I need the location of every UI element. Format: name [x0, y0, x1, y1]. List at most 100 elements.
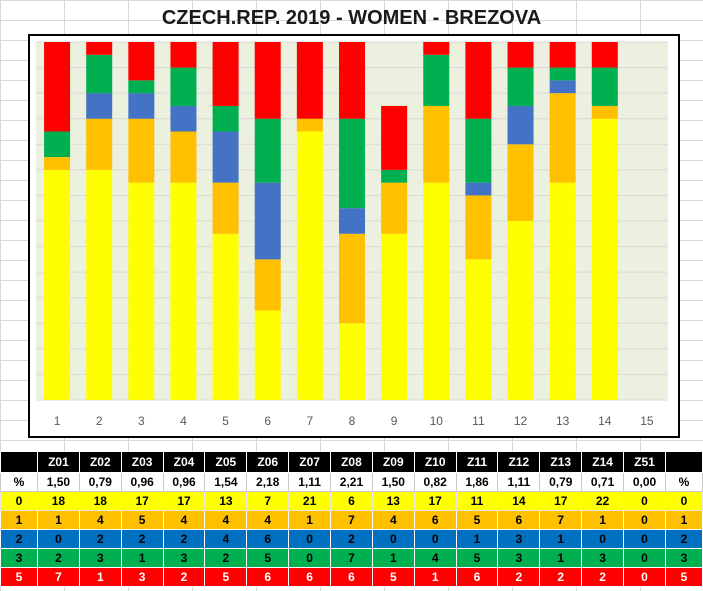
- table-cell[interactable]: 0: [288, 548, 332, 568]
- table-cell[interactable]: 1,50: [371, 472, 415, 492]
- table-cell[interactable]: 0: [623, 491, 666, 511]
- bar-segment-score-5[interactable]: [381, 105, 408, 170]
- table-cell[interactable]: 5: [455, 510, 499, 530]
- table-cell[interactable]: 3: [581, 548, 625, 568]
- table-cell[interactable]: 6: [413, 510, 457, 530]
- table-cell[interactable]: 2,18: [246, 472, 290, 492]
- bar-segment-score-0[interactable]: [44, 169, 71, 400]
- table-cell[interactable]: 1: [120, 548, 164, 568]
- table-cell[interactable]: 22: [581, 491, 625, 511]
- bar-segment-score-2[interactable]: [212, 131, 239, 183]
- table-cell[interactable]: 0,96: [120, 472, 164, 492]
- bar-segment-score-1[interactable]: [296, 118, 323, 132]
- table-cell[interactable]: 0: [623, 548, 666, 568]
- bar-segment-score-5[interactable]: [296, 42, 323, 119]
- bar-segment-score-3[interactable]: [128, 80, 155, 94]
- bar-segment-score-0[interactable]: [254, 310, 281, 401]
- bar-segment-score-0[interactable]: [296, 131, 323, 401]
- bar-segment-score-5[interactable]: [423, 42, 450, 55]
- table-cell[interactable]: 7: [37, 567, 80, 587]
- table-cell[interactable]: 0: [288, 529, 332, 549]
- bar-segment-score-5[interactable]: [128, 42, 155, 81]
- table-cell[interactable]: 6: [330, 567, 373, 587]
- table-cell[interactable]: 4: [371, 510, 415, 530]
- table-cell[interactable]: 7: [539, 510, 583, 530]
- row-label-cell[interactable]: 3: [0, 548, 38, 568]
- bar-segment-score-2[interactable]: [128, 93, 155, 119]
- table-cell[interactable]: 0,71: [581, 472, 625, 492]
- bar-segment-score-0[interactable]: [549, 182, 576, 400]
- table-cell[interactable]: 3: [497, 548, 541, 568]
- bar-segment-score-0[interactable]: [381, 233, 408, 400]
- table-cell[interactable]: 6: [497, 510, 541, 530]
- table-cell[interactable]: 2: [78, 529, 122, 549]
- row-label-cell[interactable]: 5: [665, 567, 703, 587]
- table-cell[interactable]: 2,21: [330, 472, 373, 492]
- table-cell[interactable]: 2: [162, 529, 206, 549]
- table-cell[interactable]: 4: [246, 510, 290, 530]
- table-cell[interactable]: 0,79: [539, 472, 583, 492]
- bar-segment-score-5[interactable]: [591, 42, 618, 68]
- bar-segment-score-3[interactable]: [212, 105, 239, 132]
- bar-segment-score-1[interactable]: [339, 233, 365, 324]
- table-cell[interactable]: 5: [371, 567, 415, 587]
- row-label-cell[interactable]: 0: [665, 491, 703, 511]
- table-cell[interactable]: 5: [246, 548, 290, 568]
- table-cell[interactable]: 1,11: [497, 472, 541, 492]
- table-cell[interactable]: 0: [623, 510, 666, 530]
- table-cell[interactable]: 21: [288, 491, 332, 511]
- row-label-cell[interactable]: 5: [0, 567, 38, 587]
- table-cell[interactable]: 0,00: [623, 472, 666, 492]
- table-cell[interactable]: 1: [78, 567, 122, 587]
- table-cell[interactable]: 6: [330, 491, 373, 511]
- bar-segment-score-3[interactable]: [591, 67, 618, 106]
- bar-segment-score-2[interactable]: [170, 105, 197, 132]
- table-cell[interactable]: 17: [120, 491, 164, 511]
- table-cell[interactable]: 0: [581, 529, 625, 549]
- table-cell[interactable]: 2: [539, 567, 583, 587]
- row-label-cell[interactable]: 0: [0, 491, 38, 511]
- bar-segment-score-3[interactable]: [254, 118, 281, 183]
- table-cell[interactable]: 13: [371, 491, 415, 511]
- bar-segment-score-5[interactable]: [339, 42, 365, 119]
- row-label-cell[interactable]: %: [0, 472, 38, 492]
- bar-segment-score-1[interactable]: [591, 105, 618, 119]
- bar-segment-score-1[interactable]: [44, 157, 71, 170]
- table-cell[interactable]: 1,50: [37, 472, 80, 492]
- bar-segment-score-1[interactable]: [549, 93, 576, 183]
- bar-segment-score-5[interactable]: [549, 42, 576, 68]
- table-cell[interactable]: 5: [204, 567, 248, 587]
- bar-segment-score-2[interactable]: [339, 208, 365, 234]
- table-cell[interactable]: 1: [455, 529, 499, 549]
- table-cell[interactable]: 4: [78, 510, 122, 530]
- table-cell[interactable]: 17: [539, 491, 583, 511]
- table-cell[interactable]: 6: [455, 567, 499, 587]
- table-cell[interactable]: 0,79: [78, 472, 122, 492]
- bar-segment-score-1[interactable]: [423, 105, 450, 183]
- bar-segment-score-5[interactable]: [507, 42, 534, 68]
- table-cell[interactable]: 3: [162, 548, 206, 568]
- table-cell[interactable]: 1,54: [204, 472, 248, 492]
- bar-segment-score-0[interactable]: [339, 323, 365, 400]
- table-cell[interactable]: 14: [497, 491, 541, 511]
- table-cell[interactable]: 2: [120, 529, 164, 549]
- table-cell[interactable]: 3: [120, 567, 164, 587]
- table-cell[interactable]: 0: [623, 567, 666, 587]
- table-cell[interactable]: 4: [413, 548, 457, 568]
- table-cell[interactable]: 7: [330, 510, 373, 530]
- table-cell[interactable]: 1: [539, 529, 583, 549]
- table-cell[interactable]: 6: [246, 529, 290, 549]
- bar-segment-score-1[interactable]: [170, 131, 197, 183]
- bar-segment-score-1[interactable]: [128, 118, 155, 183]
- bar-segment-score-1[interactable]: [212, 182, 239, 234]
- table-cell[interactable]: 18: [37, 491, 80, 511]
- bar-segment-score-3[interactable]: [465, 118, 492, 183]
- table-cell[interactable]: 13: [204, 491, 248, 511]
- row-label-cell[interactable]: 3: [665, 548, 703, 568]
- bar-segment-score-3[interactable]: [44, 131, 71, 158]
- table-cell[interactable]: 0: [623, 529, 666, 549]
- bar-segment-score-1[interactable]: [381, 182, 408, 234]
- bar-segment-score-5[interactable]: [212, 42, 239, 106]
- table-cell[interactable]: 2: [204, 548, 248, 568]
- bar-segment-score-0[interactable]: [423, 182, 450, 400]
